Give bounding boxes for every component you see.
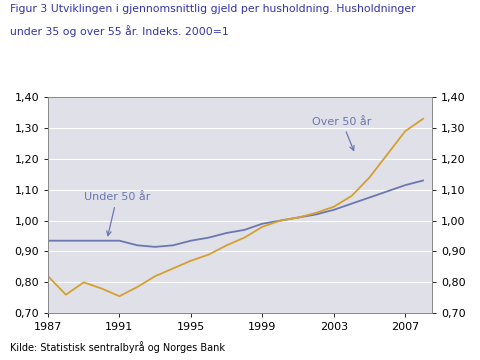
Text: Under 50 år: Under 50 år [84,192,150,236]
Text: Figur 3 Utviklingen i gjennomsnittlig gjeld per husholdning. Husholdninger: Figur 3 Utviklingen i gjennomsnittlig gj… [10,4,415,14]
Text: under 35 og over 55 år. Indeks. 2000=1: under 35 og over 55 år. Indeks. 2000=1 [10,25,228,37]
Text: Kilde: Statistisk sentralbyrå og Norges Bank: Kilde: Statistisk sentralbyrå og Norges … [10,341,225,353]
Text: Over 50 år: Over 50 år [312,117,372,150]
